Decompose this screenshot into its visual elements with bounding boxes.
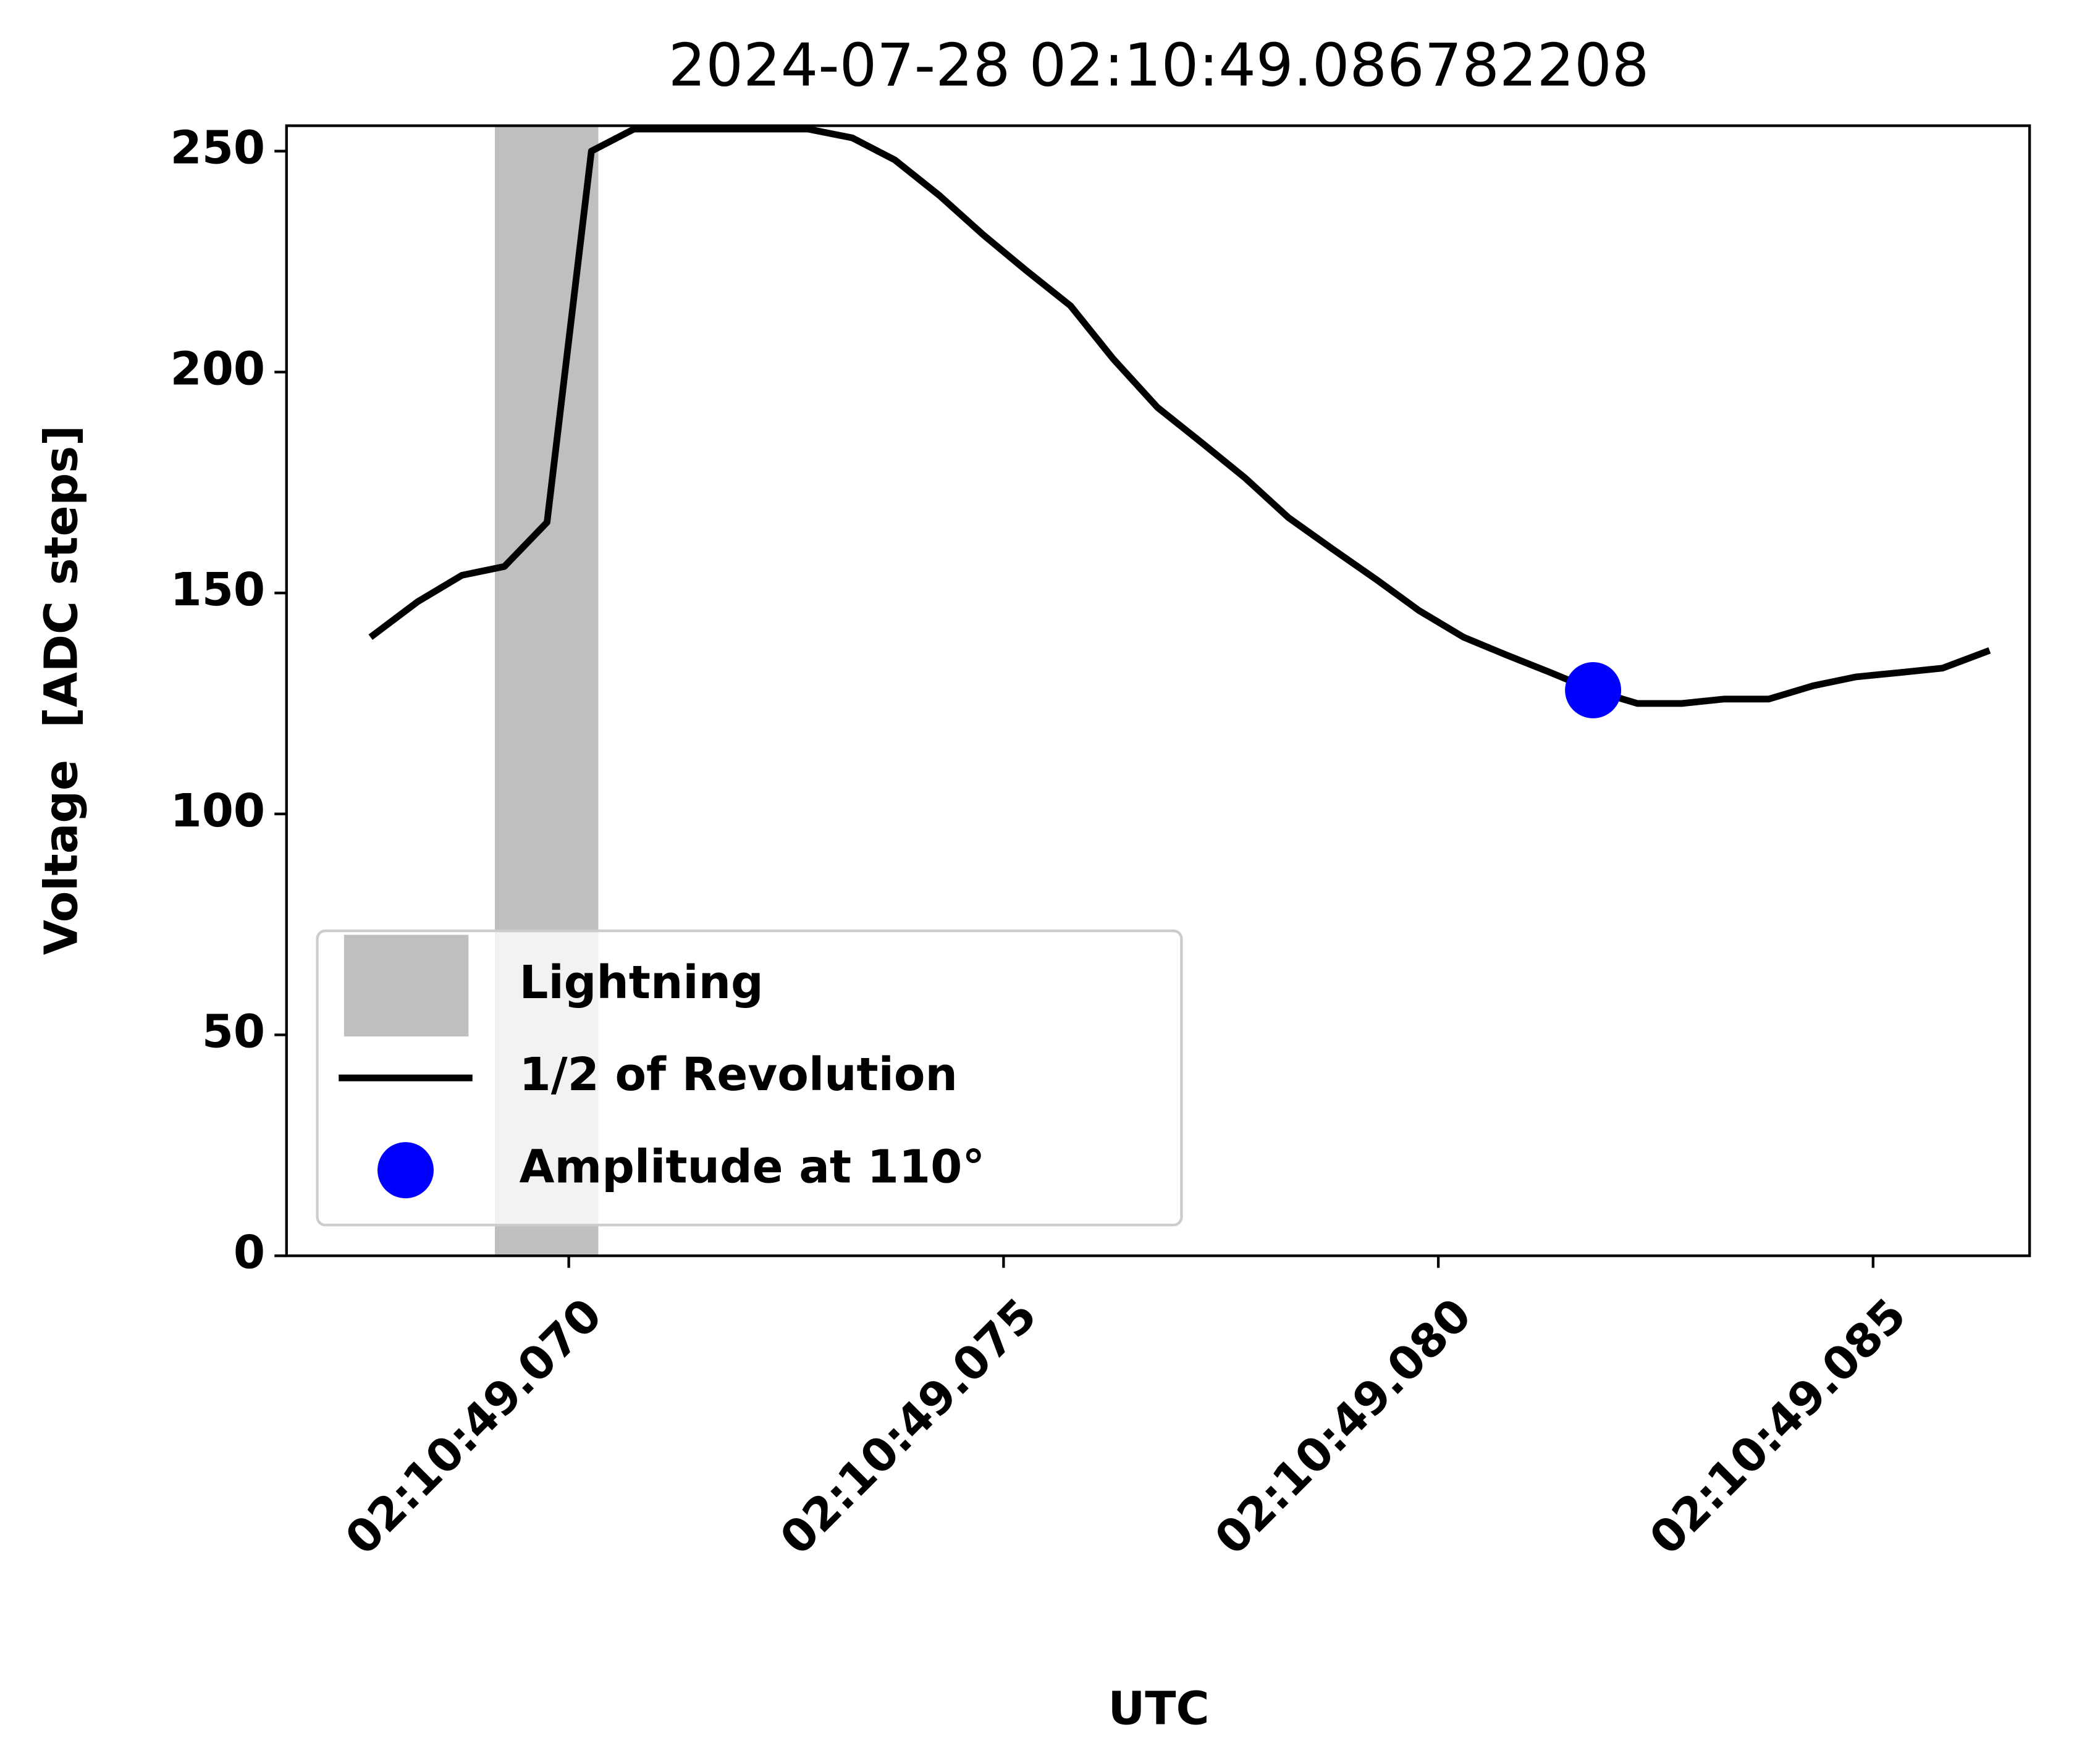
- y-axis-label: Voltage [ADC steps]: [35, 425, 88, 955]
- legend-swatch: [377, 1142, 434, 1199]
- legend-label: 1/2 of Revolution: [520, 1049, 958, 1101]
- axes-frame: [285, 124, 2031, 1258]
- legend-label: Amplitude at 110°: [520, 1141, 985, 1194]
- data-line: [368, 125, 1991, 707]
- y-tick-label: 50: [202, 1006, 265, 1059]
- y-tick-label: 250: [170, 122, 265, 175]
- x-tick-label: 02:10:49.080: [1205, 1289, 1482, 1565]
- legend-box: [316, 929, 1183, 1227]
- x-tick-label: 02:10:49.085: [1640, 1289, 1916, 1565]
- x-axis-label: UTC: [1108, 1683, 1210, 1736]
- y-tick-label: 200: [170, 343, 265, 395]
- x-tick-label: 02:10:49.070: [335, 1289, 612, 1565]
- legend-label: Lightning: [520, 957, 764, 1009]
- y-tick-label: 100: [170, 785, 265, 838]
- data-point: [1565, 662, 1622, 718]
- legend-swatch: [344, 934, 469, 1037]
- legend: Lightning 1/2 of Revolution Amplitude at 1…: [316, 929, 1183, 1227]
- x-tick-label: 02:10:49.075: [770, 1289, 1047, 1565]
- y-tick-label: 0: [234, 1227, 265, 1279]
- y-tick-label: 150: [170, 564, 265, 616]
- chart-title: 2024-07-28 02:10:49.086782208: [668, 32, 1650, 99]
